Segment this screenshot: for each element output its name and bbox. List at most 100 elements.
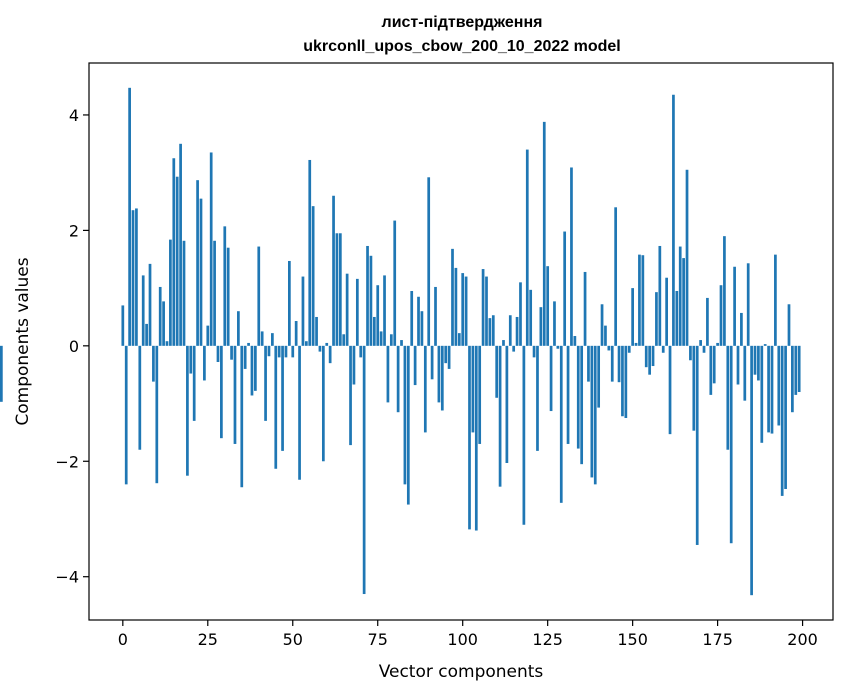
bar-76 bbox=[379, 331, 383, 346]
bar-199 bbox=[797, 345, 801, 393]
bar-6 bbox=[141, 275, 145, 346]
bar-101 bbox=[464, 276, 468, 346]
bar-30 bbox=[223, 226, 227, 346]
bar-46 bbox=[277, 345, 281, 358]
bar-166 bbox=[685, 169, 689, 346]
bar-44 bbox=[271, 333, 274, 346]
bar-7 bbox=[145, 323, 148, 346]
bar-143 bbox=[607, 345, 611, 351]
bar-18 bbox=[182, 240, 186, 346]
bar-63 bbox=[335, 233, 339, 346]
bar-115 bbox=[512, 345, 516, 352]
bar-88 bbox=[420, 311, 424, 346]
bar-193 bbox=[777, 345, 781, 426]
bar-187 bbox=[757, 345, 760, 381]
bar-121 bbox=[532, 345, 536, 358]
bar-65 bbox=[342, 334, 346, 346]
bar-173 bbox=[709, 345, 713, 395]
bar-192 bbox=[774, 254, 777, 346]
bar-103 bbox=[471, 345, 475, 433]
bar-189 bbox=[763, 344, 767, 346]
bar-124 bbox=[542, 121, 546, 346]
bar-27 bbox=[213, 240, 216, 346]
bar-75 bbox=[376, 285, 380, 346]
bar-94 bbox=[440, 345, 444, 411]
bar-71 bbox=[362, 345, 366, 595]
bar-138 bbox=[590, 345, 594, 478]
bar-16 bbox=[175, 176, 179, 346]
bar-26 bbox=[209, 152, 213, 346]
bar-96 bbox=[447, 345, 451, 369]
bar-172 bbox=[706, 297, 709, 346]
bar-41 bbox=[260, 331, 264, 346]
bar-160 bbox=[665, 277, 668, 346]
bar-183 bbox=[743, 345, 747, 401]
bar-81 bbox=[396, 345, 400, 413]
y-axis-label: Components values bbox=[13, 257, 33, 425]
bar-25 bbox=[206, 325, 210, 346]
bar-55 bbox=[308, 159, 312, 346]
bar-140 bbox=[597, 345, 601, 408]
bar-0 bbox=[121, 305, 125, 346]
bar-194 bbox=[780, 345, 784, 496]
y-tick-label: 0 bbox=[69, 337, 79, 356]
bar-114 bbox=[508, 315, 512, 346]
bar-141 bbox=[600, 304, 604, 346]
bar-47 bbox=[281, 345, 284, 451]
bar-90 bbox=[427, 177, 431, 346]
bar-33 bbox=[233, 345, 237, 444]
y-axis-ticks: −4 −2 0 2 4 bbox=[55, 106, 89, 587]
bar-93 bbox=[437, 345, 441, 403]
bar-84 bbox=[406, 345, 410, 505]
bar-179 bbox=[729, 345, 733, 544]
x-tick-label: 0 bbox=[118, 630, 128, 649]
bar-191 bbox=[770, 345, 774, 434]
bar-36 bbox=[243, 345, 247, 369]
y-tick-label: −2 bbox=[55, 452, 79, 471]
bar-21 bbox=[192, 345, 196, 421]
bar-104 bbox=[474, 345, 478, 531]
bar-13 bbox=[165, 341, 169, 346]
bar-10 bbox=[155, 345, 159, 484]
bar-8 bbox=[148, 263, 152, 346]
bar-22 bbox=[196, 180, 199, 346]
bar-56 bbox=[311, 206, 315, 346]
bar-73 bbox=[369, 255, 373, 346]
bar-128 bbox=[556, 345, 560, 349]
bar-23 bbox=[199, 198, 203, 346]
bar-157 bbox=[655, 292, 658, 346]
bar-45 bbox=[274, 345, 278, 469]
bar-146 bbox=[617, 345, 621, 383]
bar-49 bbox=[288, 260, 291, 346]
bar-3 bbox=[131, 210, 135, 346]
bar-83 bbox=[403, 345, 407, 485]
bar-159 bbox=[661, 345, 665, 353]
x-tick-label: 150 bbox=[617, 630, 648, 649]
bar-151 bbox=[634, 342, 638, 346]
bar-139 bbox=[593, 345, 597, 485]
bar-144 bbox=[610, 345, 614, 382]
bar-129 bbox=[559, 345, 563, 503]
bar-154 bbox=[644, 345, 648, 368]
bar-178 bbox=[726, 345, 730, 450]
bar-80 bbox=[393, 220, 397, 346]
x-tick-label: 125 bbox=[532, 630, 563, 649]
y-tick-label: 4 bbox=[69, 106, 79, 125]
bar-42 bbox=[264, 345, 267, 421]
bar-68 bbox=[352, 345, 356, 385]
bar-105 bbox=[478, 345, 482, 444]
bar-89 bbox=[423, 345, 427, 433]
bar-79 bbox=[389, 334, 393, 346]
bar-113 bbox=[505, 345, 509, 463]
bar-40 bbox=[257, 246, 261, 346]
bar-164 bbox=[678, 246, 682, 346]
bar-161 bbox=[668, 345, 672, 435]
bar-130 bbox=[563, 231, 567, 346]
bar-24 bbox=[203, 345, 206, 381]
bar-52 bbox=[298, 345, 301, 480]
bar-102 bbox=[468, 345, 471, 530]
bar-175 bbox=[716, 342, 719, 346]
bar-174 bbox=[712, 345, 716, 384]
bar-99 bbox=[457, 333, 461, 346]
bar-136 bbox=[583, 271, 587, 346]
